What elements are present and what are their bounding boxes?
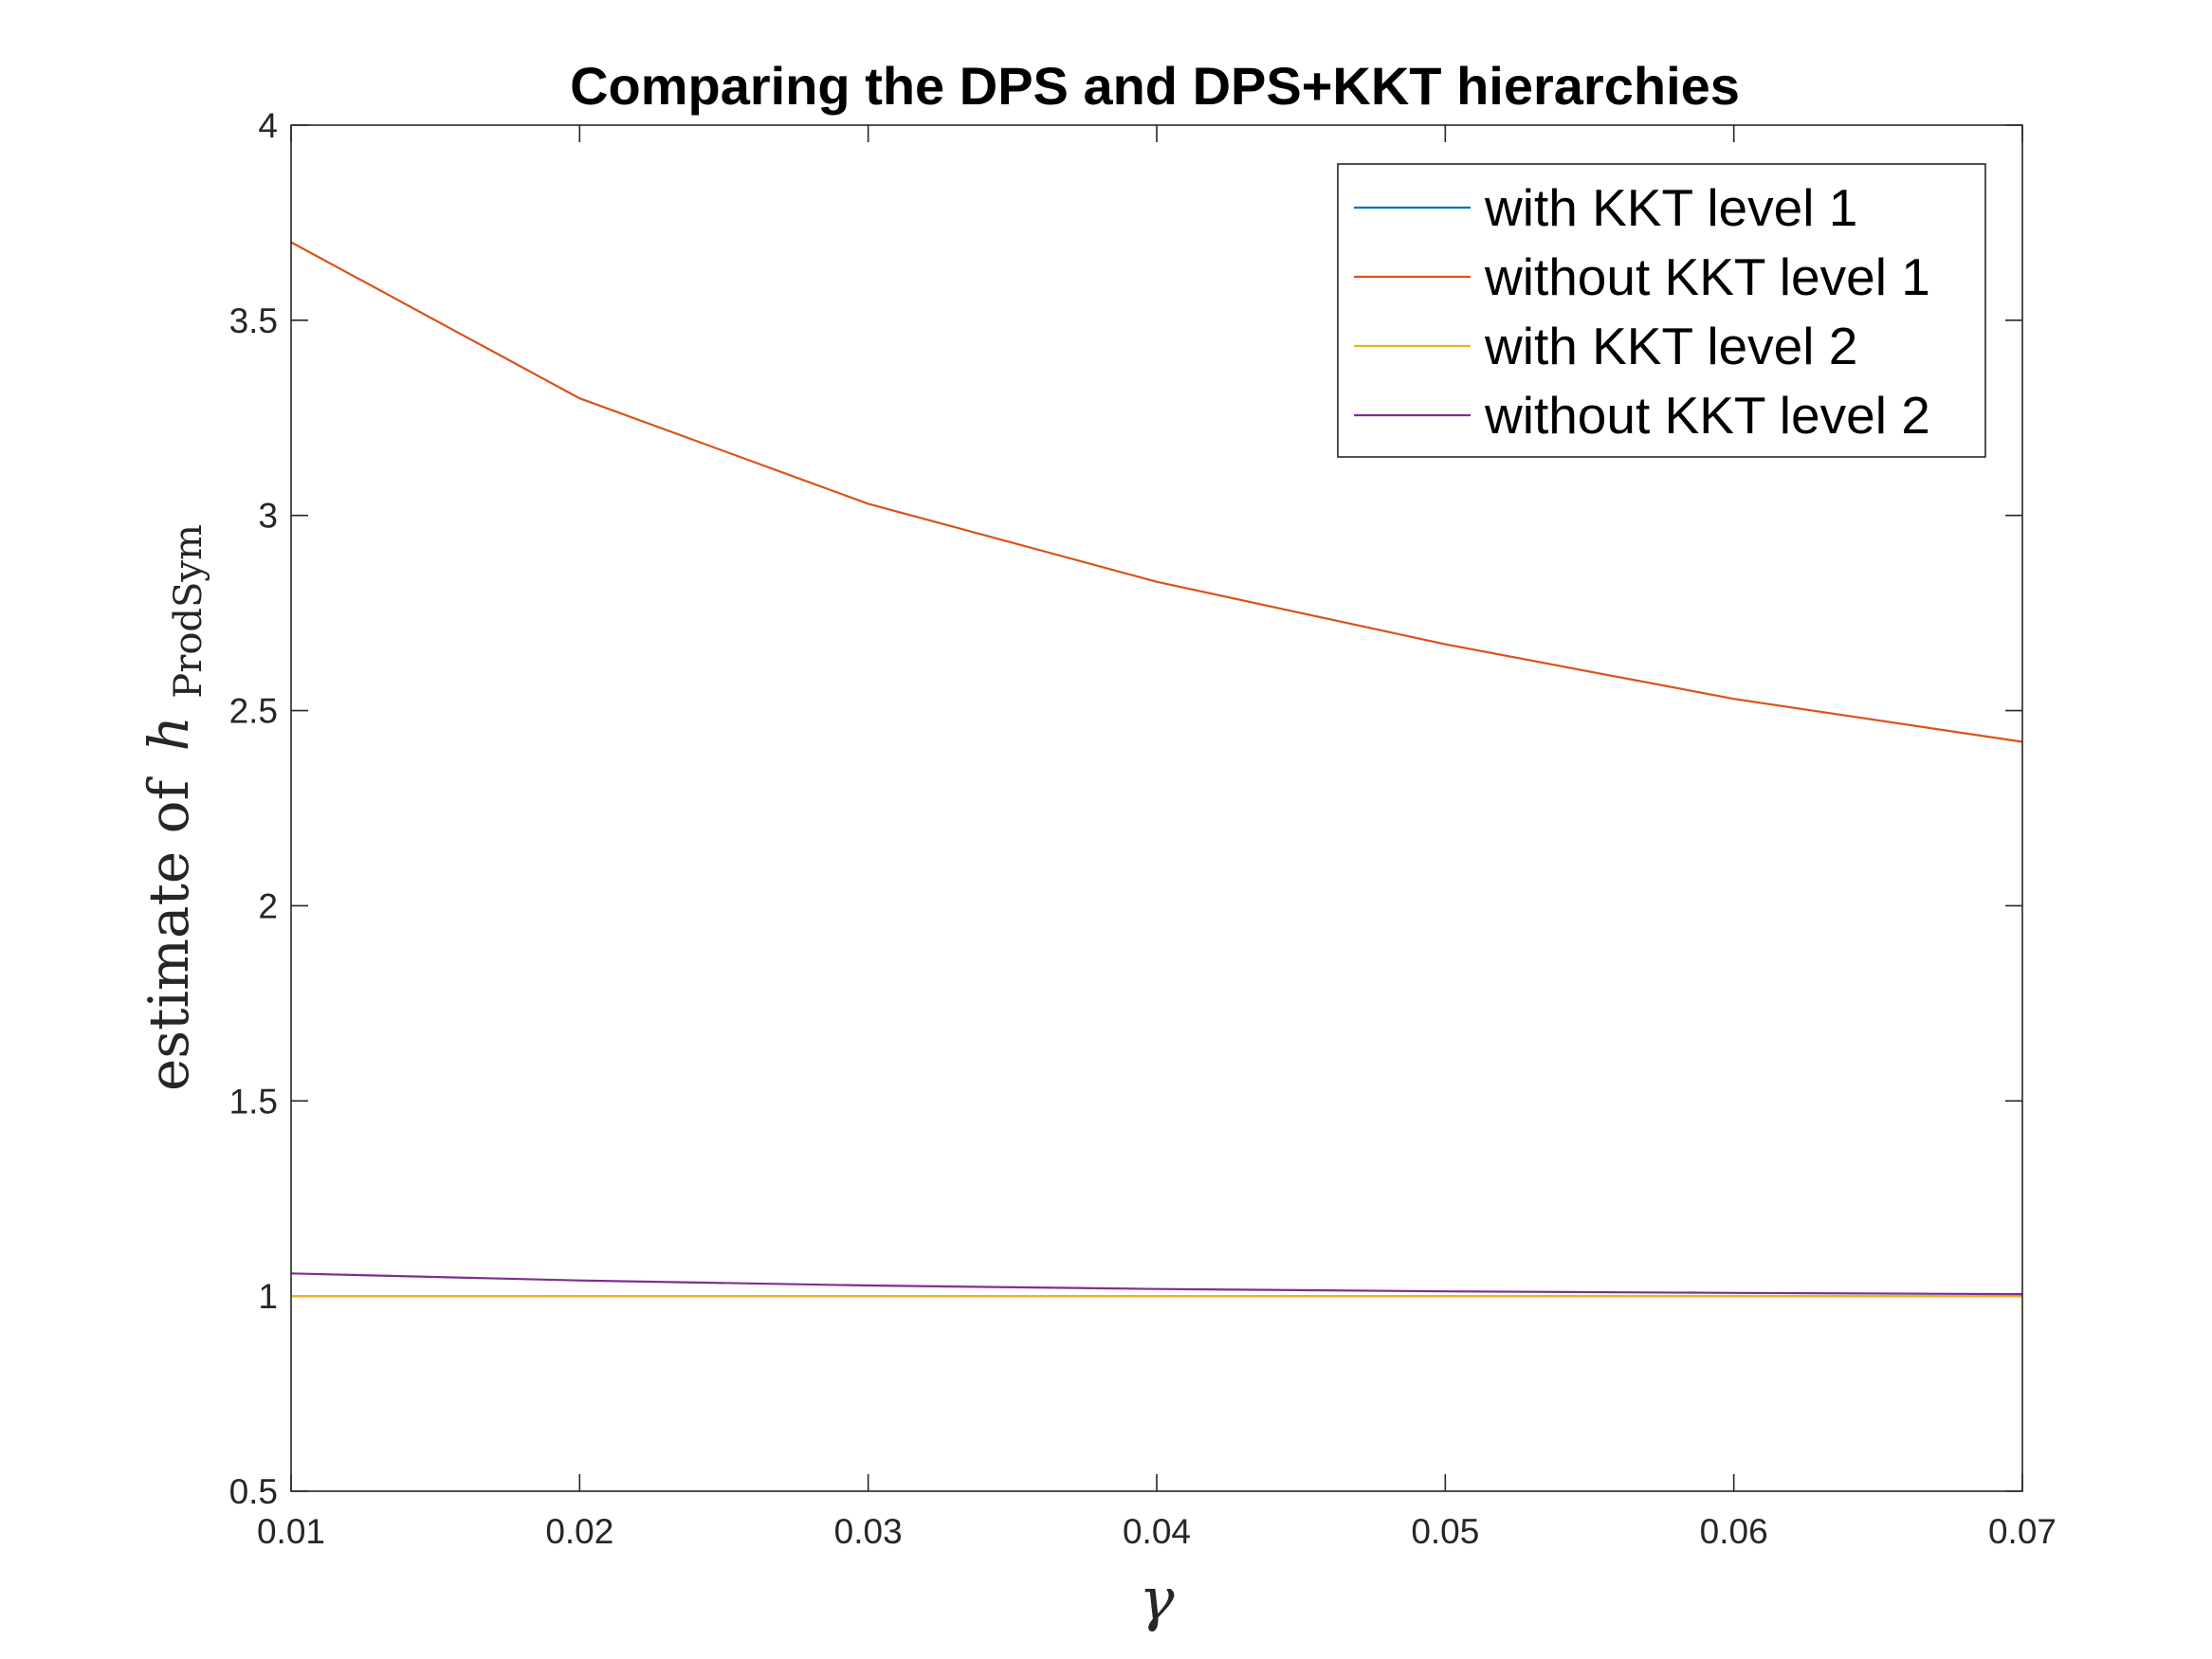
x-tick-label: 0.05	[1411, 1512, 1479, 1551]
y-tick-label: 1	[258, 1277, 278, 1316]
x-tick-label: 0.06	[1700, 1512, 1768, 1551]
legend: with KKT level 1 without KKT level 1 with …	[1337, 163, 1986, 458]
x-tick-label: 0.07	[1988, 1512, 2057, 1551]
y-tick-label: 3	[258, 497, 278, 536]
y-axis-label-subscript: ProdSym	[167, 524, 210, 699]
y-tick-label: 3.5	[229, 301, 278, 340]
series-line-4	[290, 1272, 2023, 1296]
legend-label: with KKT level 2	[1484, 317, 1857, 375]
y-axis-label: estimate of h ProdSym	[137, 524, 210, 1091]
legend-label: without KKT level 2	[1484, 386, 1930, 445]
y-tick-label: 4	[258, 106, 278, 145]
legend-items: with KKT level 1 without KKT level 1 with …	[1354, 178, 1930, 445]
x-tick-label: 0.01	[257, 1512, 325, 1551]
chart-title: Comparing the DPS and DPS+KKT hierarchie…	[570, 56, 1740, 116]
y-tick-label: 2	[258, 886, 278, 925]
plot-frame	[290, 124, 2023, 1492]
x-tick-label: 0.02	[545, 1512, 613, 1551]
y-axis-label-symbol: h	[137, 716, 201, 751]
y-axis-label-text: estimate of	[137, 776, 201, 1091]
legend-label: without KKT level 1	[1484, 247, 1930, 306]
x-tick-label: 0.04	[1123, 1512, 1191, 1551]
series-line-2	[290, 241, 2023, 743]
y-tick-label: 0.5	[229, 1472, 278, 1511]
series-lines	[290, 241, 2023, 1298]
y-tick-label: 1.5	[229, 1082, 278, 1121]
legend-label: with KKT level 1	[1484, 178, 1857, 237]
x-tick-label: 0.03	[834, 1512, 903, 1551]
tick-labels: 0.01 0.02 0.03 0.04 0.05 0.06 0.07 0.5 1 1.5 2 2.5 3…	[229, 106, 2057, 1551]
legend-box	[1337, 163, 1986, 458]
x-axis-label: γ	[1139, 1564, 1175, 1633]
y-tick-label: 2.5	[229, 692, 278, 731]
